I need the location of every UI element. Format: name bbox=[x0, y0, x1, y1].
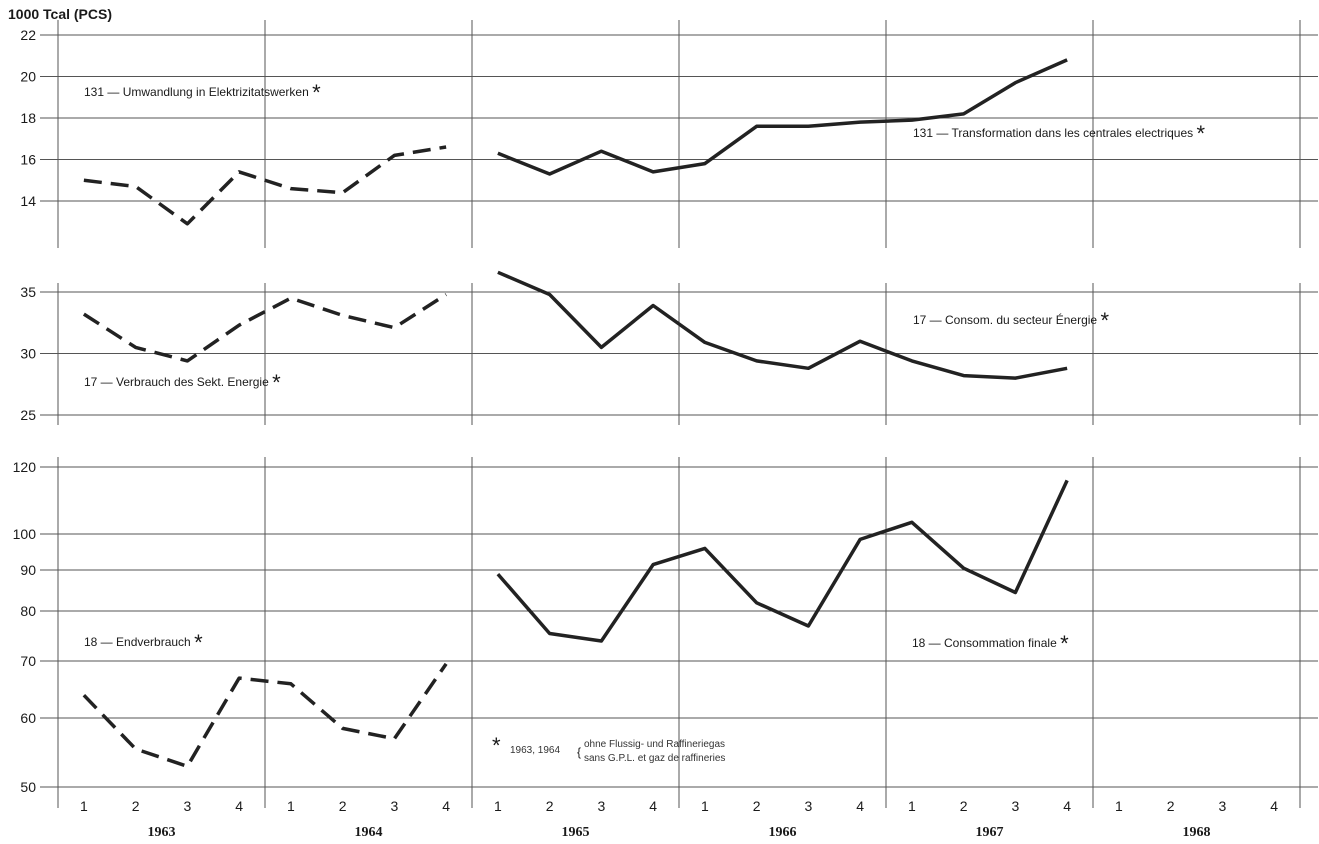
quarter-tick-label: 1 bbox=[908, 798, 916, 814]
quarter-tick-label: 4 bbox=[1270, 798, 1278, 814]
y-tick-label: 22 bbox=[20, 27, 36, 43]
y-tick-label: 35 bbox=[20, 284, 36, 300]
series-line-dashed bbox=[82, 662, 448, 769]
unit-label: 1000 Tcal (PCS) bbox=[8, 6, 113, 22]
quarter-tick-label: 2 bbox=[339, 798, 347, 814]
y-tick-label: 70 bbox=[20, 653, 36, 669]
series-label-left: 18 — Endverbrauch * bbox=[84, 630, 203, 655]
y-tick-label: 100 bbox=[13, 526, 37, 542]
footnote-line-fr: sans G.P.L. et gaz de raffineries bbox=[584, 753, 725, 764]
y-tick-label: 16 bbox=[20, 152, 36, 168]
quarter-tick-label: 1 bbox=[701, 798, 709, 814]
series-label-left: 17 — Verbrauch des Sekt. Energie * bbox=[84, 370, 281, 395]
quarter-tick-label: 2 bbox=[960, 798, 968, 814]
y-tick-label: 14 bbox=[20, 193, 36, 209]
y-tick-label: 90 bbox=[20, 562, 36, 578]
y-tick-label: 18 bbox=[20, 110, 36, 126]
quarter-tick-label: 4 bbox=[856, 798, 864, 814]
year-label: 1967 bbox=[976, 825, 1004, 840]
y-tick-label: 120 bbox=[13, 459, 37, 475]
footnote-brace: { bbox=[577, 745, 581, 759]
year-label: 1963 bbox=[148, 825, 176, 840]
series-label-right: 131 — Transformation dans les centrales … bbox=[913, 121, 1205, 146]
year-label: 1966 bbox=[769, 825, 797, 840]
quarter-tick-label: 3 bbox=[1011, 798, 1019, 814]
series-line-dashed bbox=[83, 145, 447, 226]
quarter-tick-label: 1 bbox=[494, 798, 502, 814]
y-tick-label: 20 bbox=[20, 69, 36, 85]
series-label-left: 131 — Umwandlung in Elektrizitatswerken … bbox=[84, 80, 321, 105]
quarter-tick-label: 3 bbox=[804, 798, 812, 814]
y-tick-label: 80 bbox=[20, 603, 36, 619]
y-tick-label: 50 bbox=[20, 779, 36, 795]
quarter-tick-label: 2 bbox=[546, 798, 554, 814]
y-tick-label: 60 bbox=[20, 710, 36, 726]
quarter-tick-label: 3 bbox=[1218, 798, 1226, 814]
quarter-tick-label: 4 bbox=[649, 798, 657, 814]
series-label-right: 17 — Consom. du secteur Énergie * bbox=[913, 308, 1109, 333]
quarter-tick-label: 1 bbox=[80, 798, 88, 814]
year-label: 1965 bbox=[562, 825, 590, 840]
series-line-solid bbox=[497, 270, 1068, 380]
quarter-tick-label: 4 bbox=[235, 798, 243, 814]
quarter-tick-label: 3 bbox=[390, 798, 398, 814]
panel-bottom: 50 60 70 80 90 100 120 bbox=[13, 457, 1318, 808]
quarter-tick-label: 1 bbox=[1115, 798, 1123, 814]
quarter-tick-label: 1 bbox=[287, 798, 295, 814]
year-label: 1964 bbox=[355, 825, 383, 840]
footnote-star: * bbox=[492, 733, 501, 758]
panel-top: 14 16 18 20 22 bbox=[20, 20, 1318, 248]
series-line-solid bbox=[496, 479, 1069, 643]
y-tick-label: 30 bbox=[20, 346, 36, 362]
quarter-tick-label: 2 bbox=[132, 798, 140, 814]
y-tick-label: 25 bbox=[20, 407, 36, 423]
quarter-tick-label: 3 bbox=[183, 798, 191, 814]
quarter-tick-label: 4 bbox=[442, 798, 450, 814]
footnote-line-de: ohne Flussig- und Raffineriegas bbox=[584, 739, 725, 750]
quarter-tick-label: 2 bbox=[753, 798, 761, 814]
series-label-right: 18 — Consommation finale * bbox=[912, 631, 1069, 656]
quarter-tick-label: 2 bbox=[1167, 798, 1175, 814]
year-label: 1968 bbox=[1183, 825, 1211, 840]
footnote-years: 1963, 1964 bbox=[510, 745, 560, 756]
quarter-tick-label: 4 bbox=[1063, 798, 1071, 814]
quarter-tick-label: 3 bbox=[597, 798, 605, 814]
panel-middle: 25 30 35 bbox=[20, 270, 1318, 425]
series-line-dashed bbox=[82, 293, 448, 363]
series-line-solid bbox=[497, 58, 1068, 176]
